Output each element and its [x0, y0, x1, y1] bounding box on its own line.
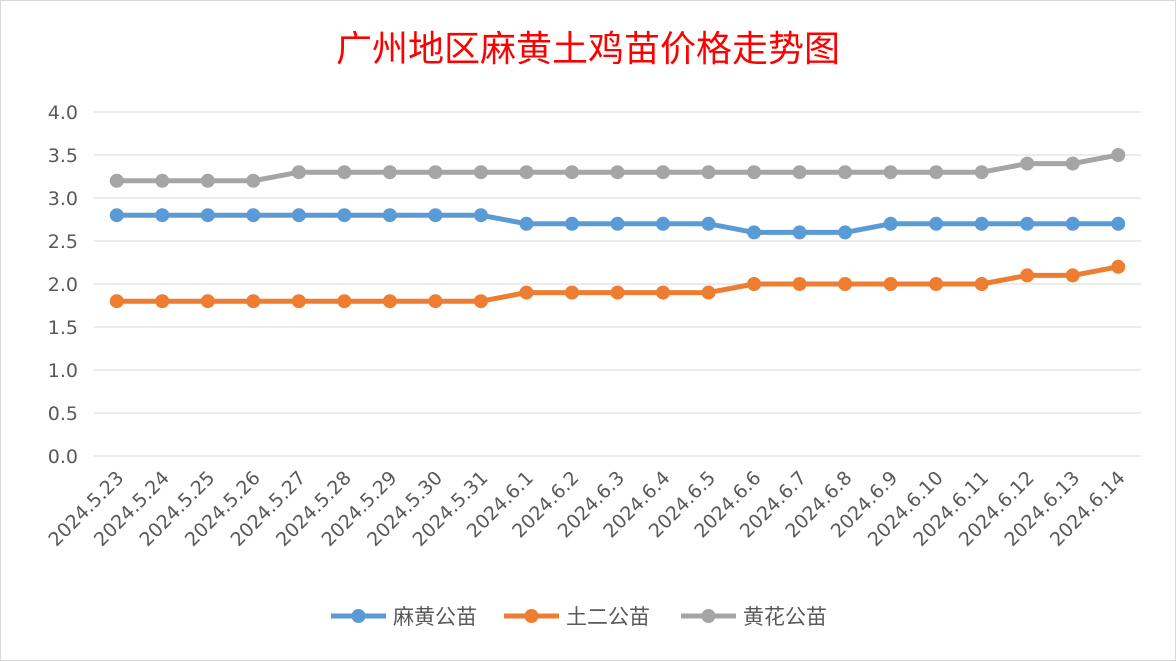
data-point	[701, 165, 716, 180]
data-point	[246, 294, 261, 309]
legend-item: 土二公苗	[504, 605, 650, 629]
data-point	[838, 165, 853, 180]
legend-swatch-marker	[701, 609, 716, 623]
data-point	[838, 277, 853, 291]
data-point	[473, 165, 488, 180]
y-tick-label: 4.0	[48, 102, 78, 124]
data-point	[200, 208, 215, 223]
data-point	[382, 294, 397, 309]
data-point	[155, 208, 170, 223]
y-tick-label: 0.0	[48, 446, 78, 468]
legend-label: 黄花公苗	[743, 605, 827, 629]
y-tick-label: 1.0	[48, 360, 78, 382]
data-point	[291, 165, 306, 180]
data-point	[428, 294, 443, 309]
data-point	[701, 285, 716, 300]
data-point	[473, 208, 488, 223]
data-point	[838, 225, 853, 240]
series-1	[109, 208, 1126, 240]
data-point	[610, 285, 625, 300]
data-point	[1020, 156, 1035, 171]
data-point	[883, 165, 898, 180]
data-point	[792, 165, 807, 180]
data-point	[519, 165, 534, 180]
data-point	[337, 208, 352, 223]
data-point	[382, 208, 397, 223]
data-point	[428, 208, 443, 223]
y-axis-ticks: 0.0 0.5 1.0 1.5 2.0 2.5 3.0 3.5 4.0	[48, 102, 78, 468]
data-point	[109, 173, 124, 188]
data-point	[519, 216, 534, 231]
series-3	[109, 148, 1126, 188]
data-point	[200, 294, 215, 309]
data-point	[610, 165, 625, 180]
data-point	[747, 225, 762, 240]
y-tick-label: 1.5	[48, 317, 78, 339]
data-point	[929, 277, 944, 291]
data-point	[974, 165, 989, 180]
data-point	[792, 277, 807, 291]
chart-title: 广州地区麻黄土鸡苗价格走势图	[336, 29, 840, 70]
data-point	[610, 216, 625, 231]
data-point	[929, 165, 944, 180]
data-point	[747, 165, 762, 180]
data-point	[109, 294, 124, 309]
y-tick-label: 2.5	[48, 231, 78, 253]
data-point	[656, 216, 671, 231]
data-point	[929, 216, 944, 231]
data-point	[1065, 268, 1080, 283]
legend-swatch-marker	[351, 609, 366, 623]
data-point	[792, 225, 807, 240]
legend-item: 麻黄公苗	[331, 605, 477, 629]
data-point	[564, 285, 579, 300]
data-point	[1065, 216, 1080, 231]
data-point	[473, 294, 488, 309]
data-point	[883, 277, 898, 291]
data-point	[337, 294, 352, 309]
data-point	[246, 208, 261, 223]
data-point	[155, 173, 170, 188]
x-axis-ticks: 2024.5.232024.5.242024.5.252024.5.262024…	[44, 467, 1129, 551]
data-point	[382, 165, 397, 180]
series-2	[109, 259, 1126, 309]
series-group	[109, 148, 1126, 309]
data-point	[428, 165, 443, 180]
data-point	[1020, 216, 1035, 231]
data-point	[564, 216, 579, 231]
data-point	[656, 165, 671, 180]
legend: 麻黄公苗 土二公苗 黄花公苗	[331, 605, 827, 629]
data-point	[747, 277, 762, 291]
data-point	[200, 173, 215, 188]
data-point	[1111, 259, 1126, 274]
y-tick-label: 0.5	[48, 403, 78, 425]
data-point	[246, 173, 261, 188]
legend-item: 黄花公苗	[681, 605, 827, 629]
y-tick-label: 3.5	[48, 145, 78, 167]
data-point	[1111, 148, 1126, 162]
data-point	[1020, 268, 1035, 283]
data-point	[701, 216, 716, 231]
data-point	[974, 216, 989, 231]
data-point	[656, 285, 671, 300]
data-point	[155, 294, 170, 309]
data-point	[337, 165, 352, 180]
grid-lines	[94, 111, 1141, 457]
data-point	[291, 208, 306, 223]
data-point	[883, 216, 898, 231]
legend-label: 土二公苗	[566, 605, 650, 629]
y-tick-label: 2.0	[48, 274, 78, 296]
legend-label: 麻黄公苗	[393, 605, 477, 629]
data-point	[974, 277, 989, 291]
data-point	[1111, 216, 1126, 231]
y-tick-label: 3.0	[48, 188, 78, 210]
data-point	[564, 165, 579, 180]
data-point	[519, 285, 534, 300]
legend-swatch-marker	[524, 609, 539, 623]
data-point	[291, 294, 306, 309]
data-point	[1065, 156, 1080, 171]
data-point	[109, 208, 124, 223]
